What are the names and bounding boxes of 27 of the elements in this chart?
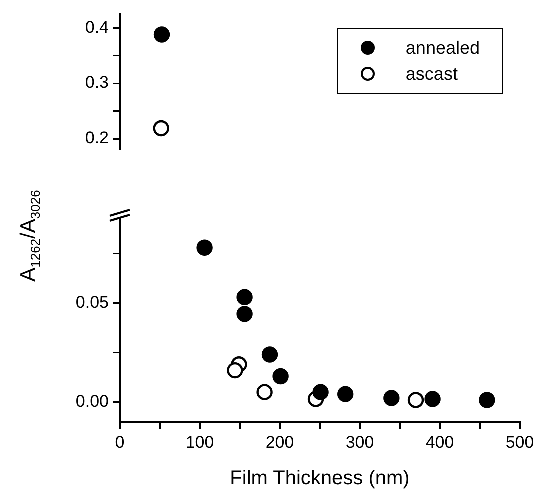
legend-label: ascast xyxy=(406,64,458,84)
x-tick-label: 500 xyxy=(506,432,534,452)
point xyxy=(236,306,253,322)
x-tick-label: 100 xyxy=(186,432,214,452)
x-tick-label: 400 xyxy=(426,432,454,452)
point xyxy=(196,240,213,256)
y-tick-label: 0.00 xyxy=(76,392,109,411)
x-tick-label: 200 xyxy=(266,432,294,452)
x-tick-label: 0 xyxy=(115,432,125,452)
x-axis-title: Film Thickness (nm) xyxy=(230,468,410,490)
legend-label: annealed xyxy=(406,38,480,58)
point xyxy=(236,289,253,306)
y-tick-label: 0.3 xyxy=(85,73,109,92)
point xyxy=(312,384,329,400)
point xyxy=(256,384,273,400)
point xyxy=(424,391,441,408)
point xyxy=(227,362,244,379)
point xyxy=(262,346,278,363)
x-tick-label: 300 xyxy=(346,432,374,452)
point xyxy=(479,392,496,408)
point xyxy=(338,386,354,402)
y-tick-label: 0.4 xyxy=(85,18,109,37)
point xyxy=(384,390,400,406)
y-tick-label: 0.2 xyxy=(85,128,109,148)
point xyxy=(272,368,289,385)
y-tick-label: 0.05 xyxy=(76,292,109,312)
point xyxy=(408,392,424,408)
